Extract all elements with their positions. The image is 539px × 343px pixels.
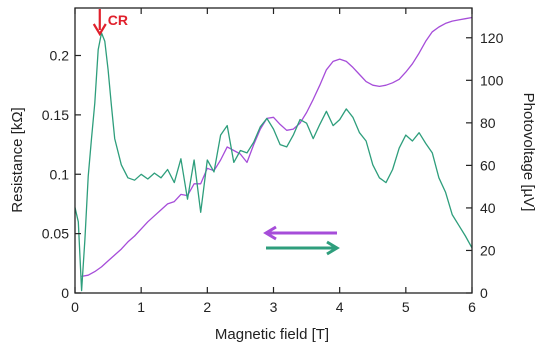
y-left-tick-label: 0.05 bbox=[42, 226, 69, 242]
y-right-tick-label: 20 bbox=[480, 242, 496, 258]
y-right-tick-label: 100 bbox=[480, 72, 504, 88]
y-axis-right-label: Photovoltage [µV] bbox=[520, 93, 537, 212]
y-right-tick-label: 60 bbox=[480, 157, 496, 173]
x-axis-label: Magnetic field [T] bbox=[215, 326, 329, 343]
annotations: CR bbox=[92, 9, 340, 256]
series-line-1 bbox=[74, 32, 473, 292]
x-tick-label: 0 bbox=[71, 299, 79, 315]
x-tick-label: 5 bbox=[402, 299, 410, 315]
y-right-tick-label: 0 bbox=[480, 285, 488, 301]
y-right-tick-label: 80 bbox=[480, 115, 496, 131]
y-right-tick-label: 120 bbox=[480, 30, 504, 46]
x-tick-label: 2 bbox=[203, 299, 211, 315]
series-line-0 bbox=[81, 16, 473, 278]
x-tick-label: 3 bbox=[270, 299, 278, 315]
y-left-tick-label: 0.2 bbox=[50, 48, 70, 64]
cr-label: CR bbox=[108, 12, 128, 28]
y-left-tick-label: 0 bbox=[61, 285, 69, 301]
direction-arrow-left-head bbox=[263, 225, 277, 241]
plot-frame bbox=[74, 7, 473, 294]
x-tick-label: 6 bbox=[468, 299, 476, 315]
y-left-tick-label: 0.15 bbox=[42, 107, 69, 123]
plot-area bbox=[74, 16, 473, 292]
x-tick-label: 4 bbox=[336, 299, 344, 315]
x-tick-label: 1 bbox=[137, 299, 145, 315]
y-axis-left-label: Resistance [kΩ] bbox=[9, 107, 26, 212]
y-left-tick-label: 0.1 bbox=[50, 166, 70, 182]
cr-arrow-head bbox=[92, 23, 107, 37]
y-right-tick-label: 40 bbox=[480, 200, 496, 216]
direction-arrow-right-head bbox=[326, 240, 340, 256]
